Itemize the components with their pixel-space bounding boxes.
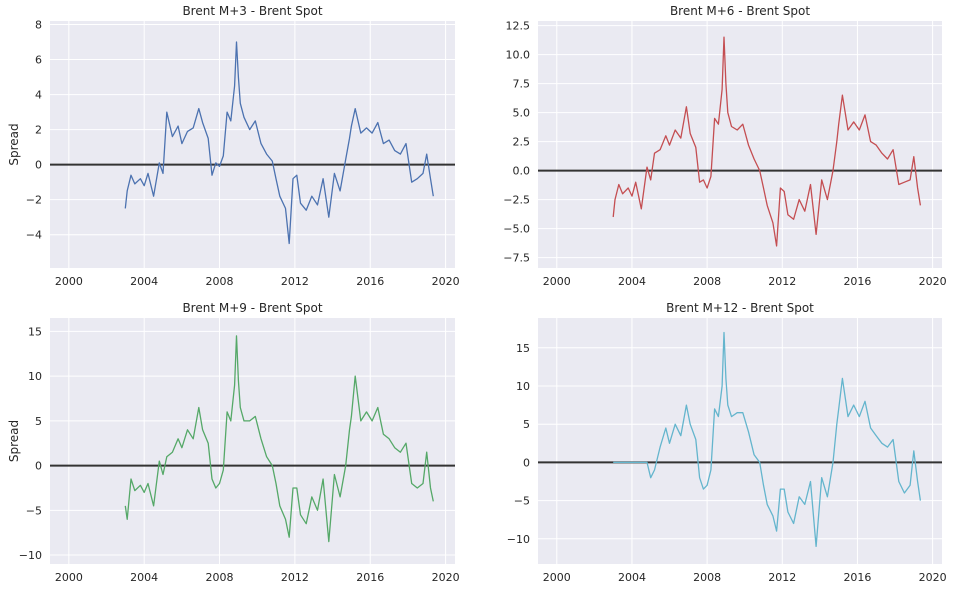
y-tick-label: 8: [35, 19, 42, 32]
chart-title: Brent M+12 - Brent Spot: [666, 301, 814, 315]
chart-panel-m9: 2000 2004 2008 2012 2016 2020 −10 −5 0 5 10 15 Bre…: [7, 301, 460, 584]
x-tick-label: 2016: [356, 275, 384, 288]
y-tick-label: 2.5: [513, 136, 531, 149]
x-tick-label: 2008: [206, 275, 234, 288]
y-tick-labels: −10 −5 0 5 10 15: [19, 325, 42, 562]
x-tick-label: 2004: [130, 571, 158, 584]
y-tick-label: 15: [28, 325, 42, 338]
x-tick-label: 2004: [618, 275, 646, 288]
y-tick-labels: −10 −5 0 5 10 15: [507, 342, 530, 546]
y-tick-label: 2: [35, 124, 42, 137]
series-line: [124, 335, 434, 543]
x-tick-labels: 2000 2004 2008 2012 2016 2020: [55, 275, 460, 288]
x-grid: [556, 318, 934, 564]
y-tick-label: 4: [35, 89, 42, 102]
x-tick-label: 2000: [55, 275, 83, 288]
y-tick-label: −2.5: [503, 194, 530, 207]
x-tick-label: 2008: [693, 275, 721, 288]
y-tick-label: 10: [28, 370, 42, 383]
y-tick-label: −4: [26, 229, 42, 242]
series-line: [613, 331, 922, 548]
x-tick-label: 2000: [55, 571, 83, 584]
x-tick-label: 2008: [693, 571, 721, 584]
y-tick-label: 10.0: [506, 49, 531, 62]
plot-area: [538, 318, 942, 564]
y-axis-label: Spread: [7, 420, 21, 462]
y-tick-label: 12.5: [506, 20, 531, 33]
chart-title: Brent M+6 - Brent Spot: [670, 4, 810, 18]
y-tick-label: 10: [516, 380, 530, 393]
x-tick-label: 2004: [618, 571, 646, 584]
x-grid: [68, 318, 447, 564]
y-tick-label: −10: [507, 533, 530, 546]
series-line: [124, 41, 434, 245]
x-tick-label: 2000: [543, 571, 571, 584]
y-tick-label: 0: [523, 456, 530, 469]
y-tick-label: 7.5: [513, 78, 531, 91]
chart-title: Brent M+3 - Brent Spot: [182, 4, 322, 18]
y-tick-label: −5.0: [503, 223, 530, 236]
x-tick-label: 2020: [432, 571, 460, 584]
x-grid: [556, 21, 934, 268]
y-tick-label: −2: [26, 194, 42, 207]
y-tick-label: 15: [516, 342, 530, 355]
x-tick-label: 2020: [919, 571, 947, 584]
x-tick-labels: 2000 2004 2008 2012 2016 2020: [543, 571, 947, 584]
x-grid: [68, 21, 447, 268]
y-tick-label: −7.5: [503, 252, 530, 265]
y-tick-label: 5: [35, 415, 42, 428]
x-tick-label: 2016: [843, 571, 871, 584]
x-tick-label: 2012: [768, 275, 796, 288]
y-tick-label: 6: [35, 54, 42, 67]
x-tick-label: 2016: [356, 571, 384, 584]
x-tick-label: 2016: [843, 275, 871, 288]
chart-panel-m6: 2000 2004 2008 2012 2016 2020 −7.5 −5.0 −2.5 0.0…: [503, 4, 946, 288]
y-tick-labels: −4 −2 0 2 4 6 8: [26, 19, 42, 242]
plot-area: [50, 21, 455, 268]
x-tick-label: 2012: [768, 571, 796, 584]
x-tick-label: 2000: [543, 275, 571, 288]
chart-panel-m12: 2000 2004 2008 2012 2016 2020 −10 −5 0 5 10 15 Bre…: [507, 301, 947, 584]
y-tick-label: 0: [35, 460, 42, 473]
y-tick-label: 0.0: [513, 165, 531, 178]
y-tick-label: 5.0: [513, 107, 531, 120]
x-tick-label: 2004: [130, 275, 158, 288]
y-tick-label: 5: [523, 418, 530, 431]
series-line: [612, 36, 922, 247]
y-tick-label: 0: [35, 159, 42, 172]
y-tick-labels: −7.5 −5.0 −2.5 0.0 2.5 5.0 7.5 10.0 12.5: [503, 20, 530, 265]
x-tick-label: 2008: [206, 571, 234, 584]
plot-area: [538, 21, 942, 268]
y-tick-label: −5: [514, 495, 530, 508]
y-axis-label: Spread: [7, 123, 21, 165]
x-tick-label: 2020: [432, 275, 460, 288]
x-tick-label: 2012: [281, 571, 309, 584]
chart-panel-m3: 2000 2004 2008 2012 2016 2020 −4 −2 0 2 4 6 8 Brent…: [7, 4, 460, 288]
y-tick-label: −5: [26, 504, 42, 517]
x-tick-label: 2020: [919, 275, 947, 288]
x-tick-labels: 2000 2004 2008 2012 2016 2020: [543, 275, 947, 288]
x-tick-label: 2012: [281, 275, 309, 288]
x-tick-labels: 2000 2004 2008 2012 2016 2020: [55, 571, 460, 584]
chart-title: Brent M+9 - Brent Spot: [182, 301, 322, 315]
plot-area: [50, 318, 455, 564]
y-tick-label: −10: [19, 549, 42, 562]
